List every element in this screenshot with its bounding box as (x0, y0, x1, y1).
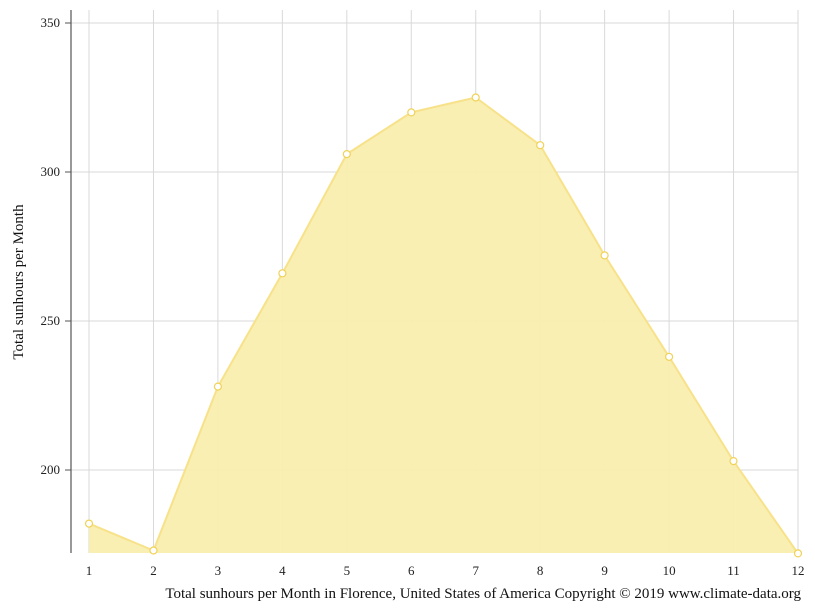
data-points (84, 93, 803, 558)
x-tick-label: 2 (150, 563, 157, 578)
y-tick-label: 300 (41, 164, 61, 179)
x-tick-label: 9 (601, 563, 608, 578)
x-tick-label: 8 (537, 563, 544, 578)
y-axis-title: Total sunhours per Month (11, 204, 27, 360)
data-point (471, 93, 480, 102)
y-tick-label: 350 (41, 15, 61, 30)
area-fill (89, 97, 798, 554)
x-tick-label: 6 (408, 563, 415, 578)
area-layer (88, 96, 799, 554)
x-tick-label: 1 (86, 563, 93, 578)
data-point (664, 352, 674, 361)
x-tick-label: 10 (663, 563, 676, 578)
x-tick-label: 3 (215, 563, 222, 578)
x-tick-label: 12 (792, 563, 805, 578)
y-tick-label: 250 (41, 313, 61, 328)
data-point (213, 382, 222, 391)
x-tick-label: 11 (727, 563, 740, 578)
data-point (149, 546, 158, 555)
x-tick-label: 4 (279, 563, 286, 578)
data-point (729, 457, 738, 466)
chart-caption: Total sunhours per Month in Florence, Un… (165, 586, 801, 602)
data-point (84, 519, 94, 528)
x-tick-label: 7 (472, 563, 479, 578)
data-point (536, 141, 545, 150)
data-point (342, 150, 351, 159)
series-line (88, 96, 799, 554)
data-point (793, 549, 803, 558)
x-tick-label: 5 (344, 563, 351, 578)
axes (65, 10, 72, 553)
data-point (278, 269, 287, 278)
data-point (407, 108, 416, 117)
y-tick-label: 200 (41, 462, 61, 477)
data-point (600, 251, 609, 260)
